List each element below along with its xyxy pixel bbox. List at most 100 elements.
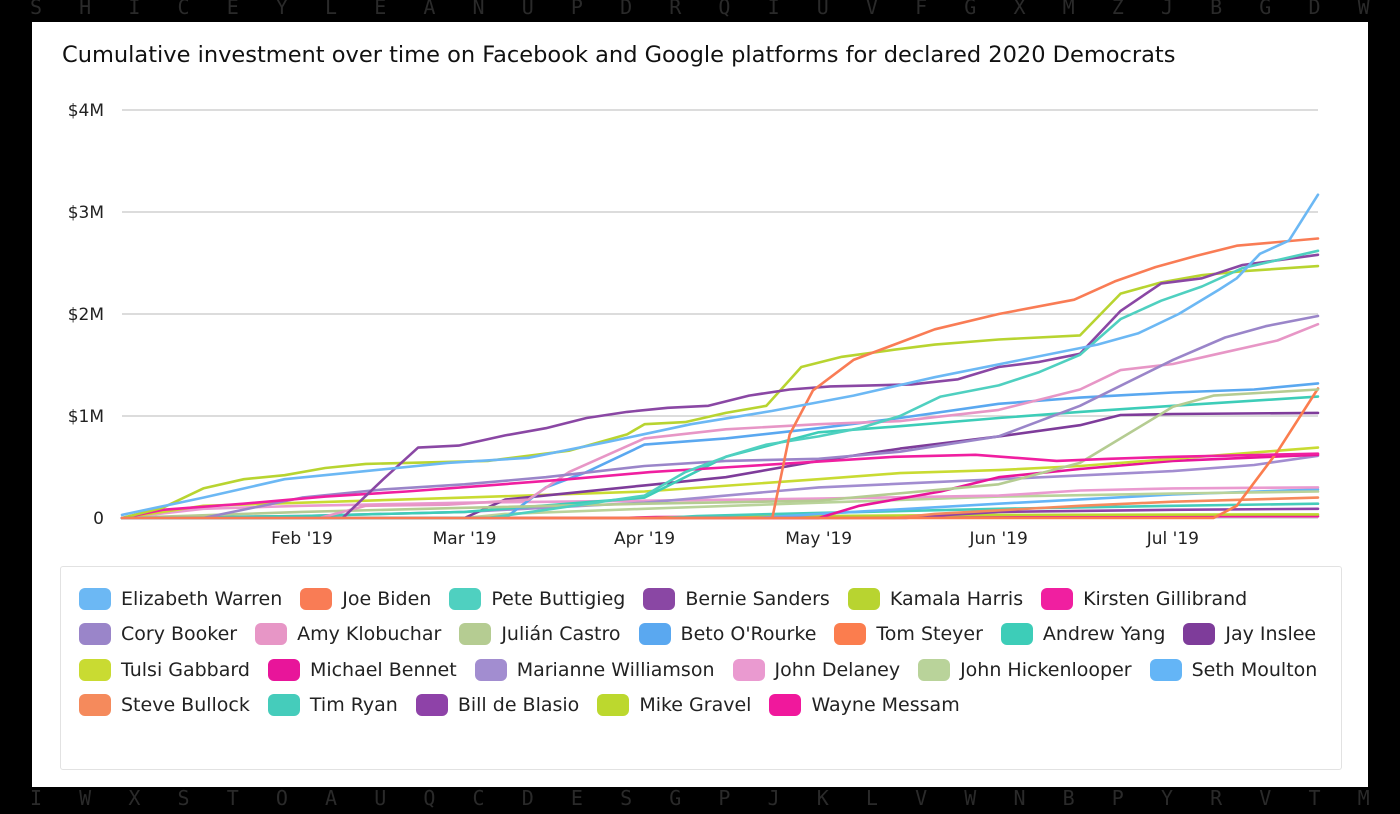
- legend-item[interactable]: Tom Steyer: [834, 617, 983, 653]
- chart-card: Cumulative investment over time on Faceb…: [32, 22, 1368, 787]
- decorative-letter: D: [620, 0, 633, 19]
- decorative-letter: V: [865, 0, 878, 19]
- decorative-letter: M: [1357, 786, 1370, 810]
- decorative-letter: J: [1160, 0, 1173, 19]
- legend-label: Marianne Williamson: [516, 658, 715, 681]
- legend-item[interactable]: Marianne Williamson: [474, 652, 715, 688]
- legend-item[interactable]: Seth Moulton: [1149, 652, 1317, 688]
- decorative-letter: Y: [275, 0, 288, 19]
- series-line: [120, 387, 1320, 520]
- legend-item[interactable]: Kamala Harris: [847, 581, 1023, 617]
- decorative-letter: X: [128, 786, 141, 810]
- legend-item[interactable]: Michael Bennet: [267, 652, 457, 688]
- legend-item[interactable]: Steve Bullock: [79, 688, 250, 724]
- legend-label: Tom Steyer: [876, 623, 983, 646]
- legend-label: Bill de Blasio: [457, 694, 580, 717]
- decorative-letter: N: [1013, 786, 1026, 810]
- legend-item[interactable]: John Delaney: [732, 652, 900, 688]
- series-line: [120, 322, 1320, 520]
- legend-item[interactable]: Tim Ryan: [267, 688, 398, 724]
- legend-label: Michael Bennet: [309, 658, 457, 681]
- decorative-letter: D: [1308, 0, 1321, 19]
- decorative-letter: I: [128, 0, 141, 19]
- line-chart: 0 $1M $2M $3M $4M Feb '19 Mar '19 Apr '19 May '1…: [68, 101, 1320, 549]
- series-line: [120, 388, 1320, 520]
- legend-item[interactable]: John Hickenlooper: [918, 652, 1132, 688]
- legend-swatch: [79, 658, 111, 681]
- decorative-letter: N: [472, 0, 485, 19]
- legend-swatch: [638, 623, 671, 646]
- decorative-letter: V: [915, 786, 928, 810]
- legend-item[interactable]: Wayne Messam: [769, 688, 960, 724]
- legend-item[interactable]: Elizabeth Warren: [79, 581, 282, 617]
- legend-swatch: [415, 694, 448, 717]
- legend-label: Wayne Messam: [811, 694, 960, 717]
- chart-title: Cumulative investment over time on Faceb…: [62, 42, 1176, 68]
- legend-swatch: [1000, 623, 1033, 646]
- decorative-letter: U: [816, 0, 829, 19]
- legend-item[interactable]: Jay Inslee: [1183, 617, 1316, 653]
- decorative-letter: Z: [1111, 0, 1124, 19]
- legend-item[interactable]: Bernie Sanders: [643, 581, 830, 617]
- chart-legend: Elizabeth Warren Joe Biden Pete Buttigieg B…: [60, 566, 1342, 770]
- decorative-letter: L: [325, 0, 338, 19]
- legend-label: John Hickenlooper: [960, 658, 1132, 681]
- legend-label: Beto O'Rourke: [680, 623, 817, 646]
- legend-item[interactable]: Joe Biden: [300, 581, 431, 617]
- series-line: [120, 453, 1320, 520]
- decorative-letter: W: [1357, 0, 1370, 19]
- legend-item[interactable]: Beto O'Rourke: [638, 617, 817, 653]
- legend-swatch: [1041, 587, 1074, 610]
- legend-item[interactable]: Mike Gravel: [597, 688, 751, 724]
- x-tick-label: Apr '19: [614, 529, 675, 549]
- legend-item[interactable]: Tulsi Gabbard: [79, 652, 250, 688]
- series-line: [120, 193, 1320, 517]
- x-tick-label: May '19: [785, 529, 852, 549]
- legend-label: Elizabeth Warren: [121, 587, 283, 610]
- legend-label: Steve Bullock: [121, 694, 250, 717]
- legend-swatch: [847, 587, 880, 610]
- legend-item[interactable]: Andrew Yang: [1000, 617, 1166, 653]
- y-tick-label: $2M: [68, 305, 104, 325]
- decorative-letter: P: [718, 786, 731, 810]
- legend-label: Bernie Sanders: [685, 587, 830, 610]
- decorative-letter: R: [1210, 786, 1223, 810]
- decorative-letter: G: [1259, 0, 1272, 19]
- legend-label: Mike Gravel: [639, 694, 752, 717]
- decorative-letter: E: [374, 0, 387, 19]
- legend-swatch: [449, 587, 482, 610]
- legend-label: Tulsi Gabbard: [121, 658, 250, 681]
- legend-label: Joe Biden: [342, 587, 432, 610]
- decorative-letter: B: [1062, 786, 1075, 810]
- legend-item[interactable]: Amy Klobuchar: [255, 617, 441, 653]
- legend-item[interactable]: Pete Buttigieg: [449, 581, 625, 617]
- x-tick-label: Jun '19: [969, 529, 1028, 549]
- decorative-letter: W: [964, 786, 977, 810]
- legend-item[interactable]: Bill de Blasio: [415, 688, 580, 724]
- decorative-letter: U: [521, 0, 534, 19]
- y-tick-label: $1M: [68, 407, 104, 427]
- decorative-letter: D: [521, 786, 534, 810]
- y-tick-label: $4M: [68, 101, 104, 121]
- legend-swatch: [834, 623, 867, 646]
- decorative-letter: X: [1013, 0, 1026, 19]
- legend-item[interactable]: Julián Castro: [459, 617, 621, 653]
- legend-swatch: [597, 694, 630, 717]
- decorative-letter: C: [177, 0, 190, 19]
- legend-label: Tim Ryan: [309, 694, 398, 717]
- legend-swatch: [255, 623, 288, 646]
- legend-swatch: [459, 623, 492, 646]
- legend-swatch: [732, 658, 765, 681]
- legend-label: Andrew Yang: [1042, 623, 1166, 646]
- decorative-letter: Y: [1160, 786, 1173, 810]
- legend-swatch: [1183, 623, 1216, 646]
- series-line: [120, 264, 1320, 520]
- decorative-letter: B: [1210, 0, 1223, 19]
- decorative-letter: K: [816, 786, 829, 810]
- legend-item[interactable]: Cory Booker: [79, 617, 237, 653]
- legend-label: Pete Buttigieg: [491, 587, 626, 610]
- legend-item[interactable]: Kirsten Gillibrand: [1041, 581, 1247, 617]
- legend-label: Cory Booker: [121, 623, 238, 646]
- decorative-letter: S: [620, 786, 633, 810]
- legend-swatch: [79, 587, 111, 610]
